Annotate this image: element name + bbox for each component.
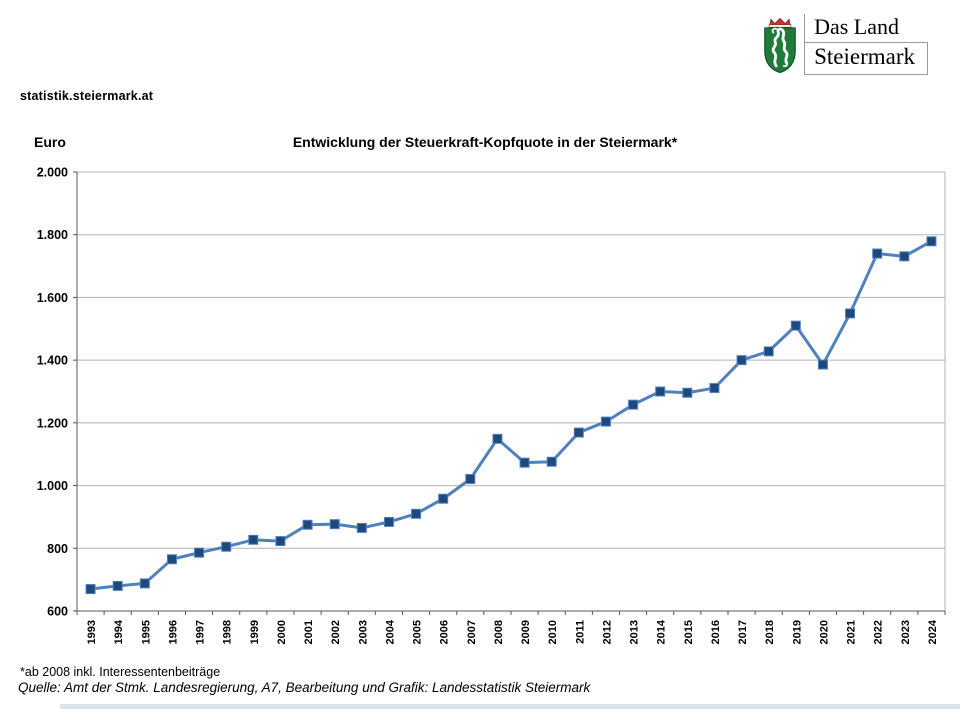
svg-text:1999: 1999 xyxy=(249,620,261,644)
line-chart: 600 800 1.000 1.200 1.400 1.600 1.800 2.000 1993… xyxy=(37,166,946,644)
svg-text:2013: 2013 xyxy=(629,620,641,644)
svg-text:2008: 2008 xyxy=(493,620,505,644)
logo-line2: Steiermark xyxy=(804,42,928,75)
site-label: statistik.steiermark.at xyxy=(20,89,154,103)
land-steiermark-logo: Das Land Steiermark xyxy=(761,14,928,79)
svg-text:2003: 2003 xyxy=(357,620,369,644)
svg-text:2023: 2023 xyxy=(900,620,912,644)
svg-text:2015: 2015 xyxy=(683,620,695,644)
svg-text:2001: 2001 xyxy=(303,620,315,644)
svg-text:2000: 2000 xyxy=(276,620,288,644)
chart-footnote: *ab 2008 inkl. Interessentenbeiträge xyxy=(20,665,221,679)
svg-text:2005: 2005 xyxy=(412,620,424,644)
svg-text:2007: 2007 xyxy=(466,620,478,644)
svg-text:1.800: 1.800 xyxy=(37,228,68,242)
svg-text:2006: 2006 xyxy=(439,620,451,644)
svg-text:2011: 2011 xyxy=(574,620,586,644)
svg-text:2024: 2024 xyxy=(927,619,939,644)
svg-text:2010: 2010 xyxy=(547,620,559,644)
svg-text:2004: 2004 xyxy=(384,619,396,644)
logo-line1: Das Land xyxy=(804,14,928,43)
svg-text:2016: 2016 xyxy=(710,620,722,644)
svg-text:1997: 1997 xyxy=(195,620,207,644)
svg-text:1.200: 1.200 xyxy=(37,416,68,430)
svg-text:2019: 2019 xyxy=(791,620,803,644)
svg-text:2012: 2012 xyxy=(601,620,613,644)
svg-text:2018: 2018 xyxy=(764,620,776,644)
svg-text:1998: 1998 xyxy=(222,620,234,644)
svg-text:1994: 1994 xyxy=(113,619,125,644)
svg-text:1995: 1995 xyxy=(140,620,152,644)
svg-text:1993: 1993 xyxy=(86,620,98,644)
svg-text:1.000: 1.000 xyxy=(37,479,68,493)
svg-text:1.600: 1.600 xyxy=(37,291,68,305)
svg-text:800: 800 xyxy=(47,542,68,556)
svg-text:2002: 2002 xyxy=(330,620,342,644)
svg-text:2021: 2021 xyxy=(846,620,858,644)
svg-text:2020: 2020 xyxy=(818,620,830,644)
svg-text:600: 600 xyxy=(47,605,68,619)
styria-coat-of-arms-icon xyxy=(761,16,799,79)
svg-text:2022: 2022 xyxy=(873,620,885,644)
chart-source: Quelle: Amt der Stmk. Landesregierung, A… xyxy=(18,680,591,695)
svg-text:1.400: 1.400 xyxy=(37,354,68,368)
logo-text: Das Land Steiermark xyxy=(804,14,928,75)
svg-text:2017: 2017 xyxy=(737,620,749,644)
y-axis-unit-label: Euro xyxy=(34,134,66,150)
svg-text:1996: 1996 xyxy=(167,620,179,644)
svg-text:2009: 2009 xyxy=(520,620,532,644)
svg-text:2014: 2014 xyxy=(656,619,668,644)
chart-title: Entwicklung der Steuerkraft-Kopfquote in… xyxy=(292,134,678,150)
svg-text:2.000: 2.000 xyxy=(37,166,68,180)
footer-accent-bar xyxy=(60,704,960,709)
